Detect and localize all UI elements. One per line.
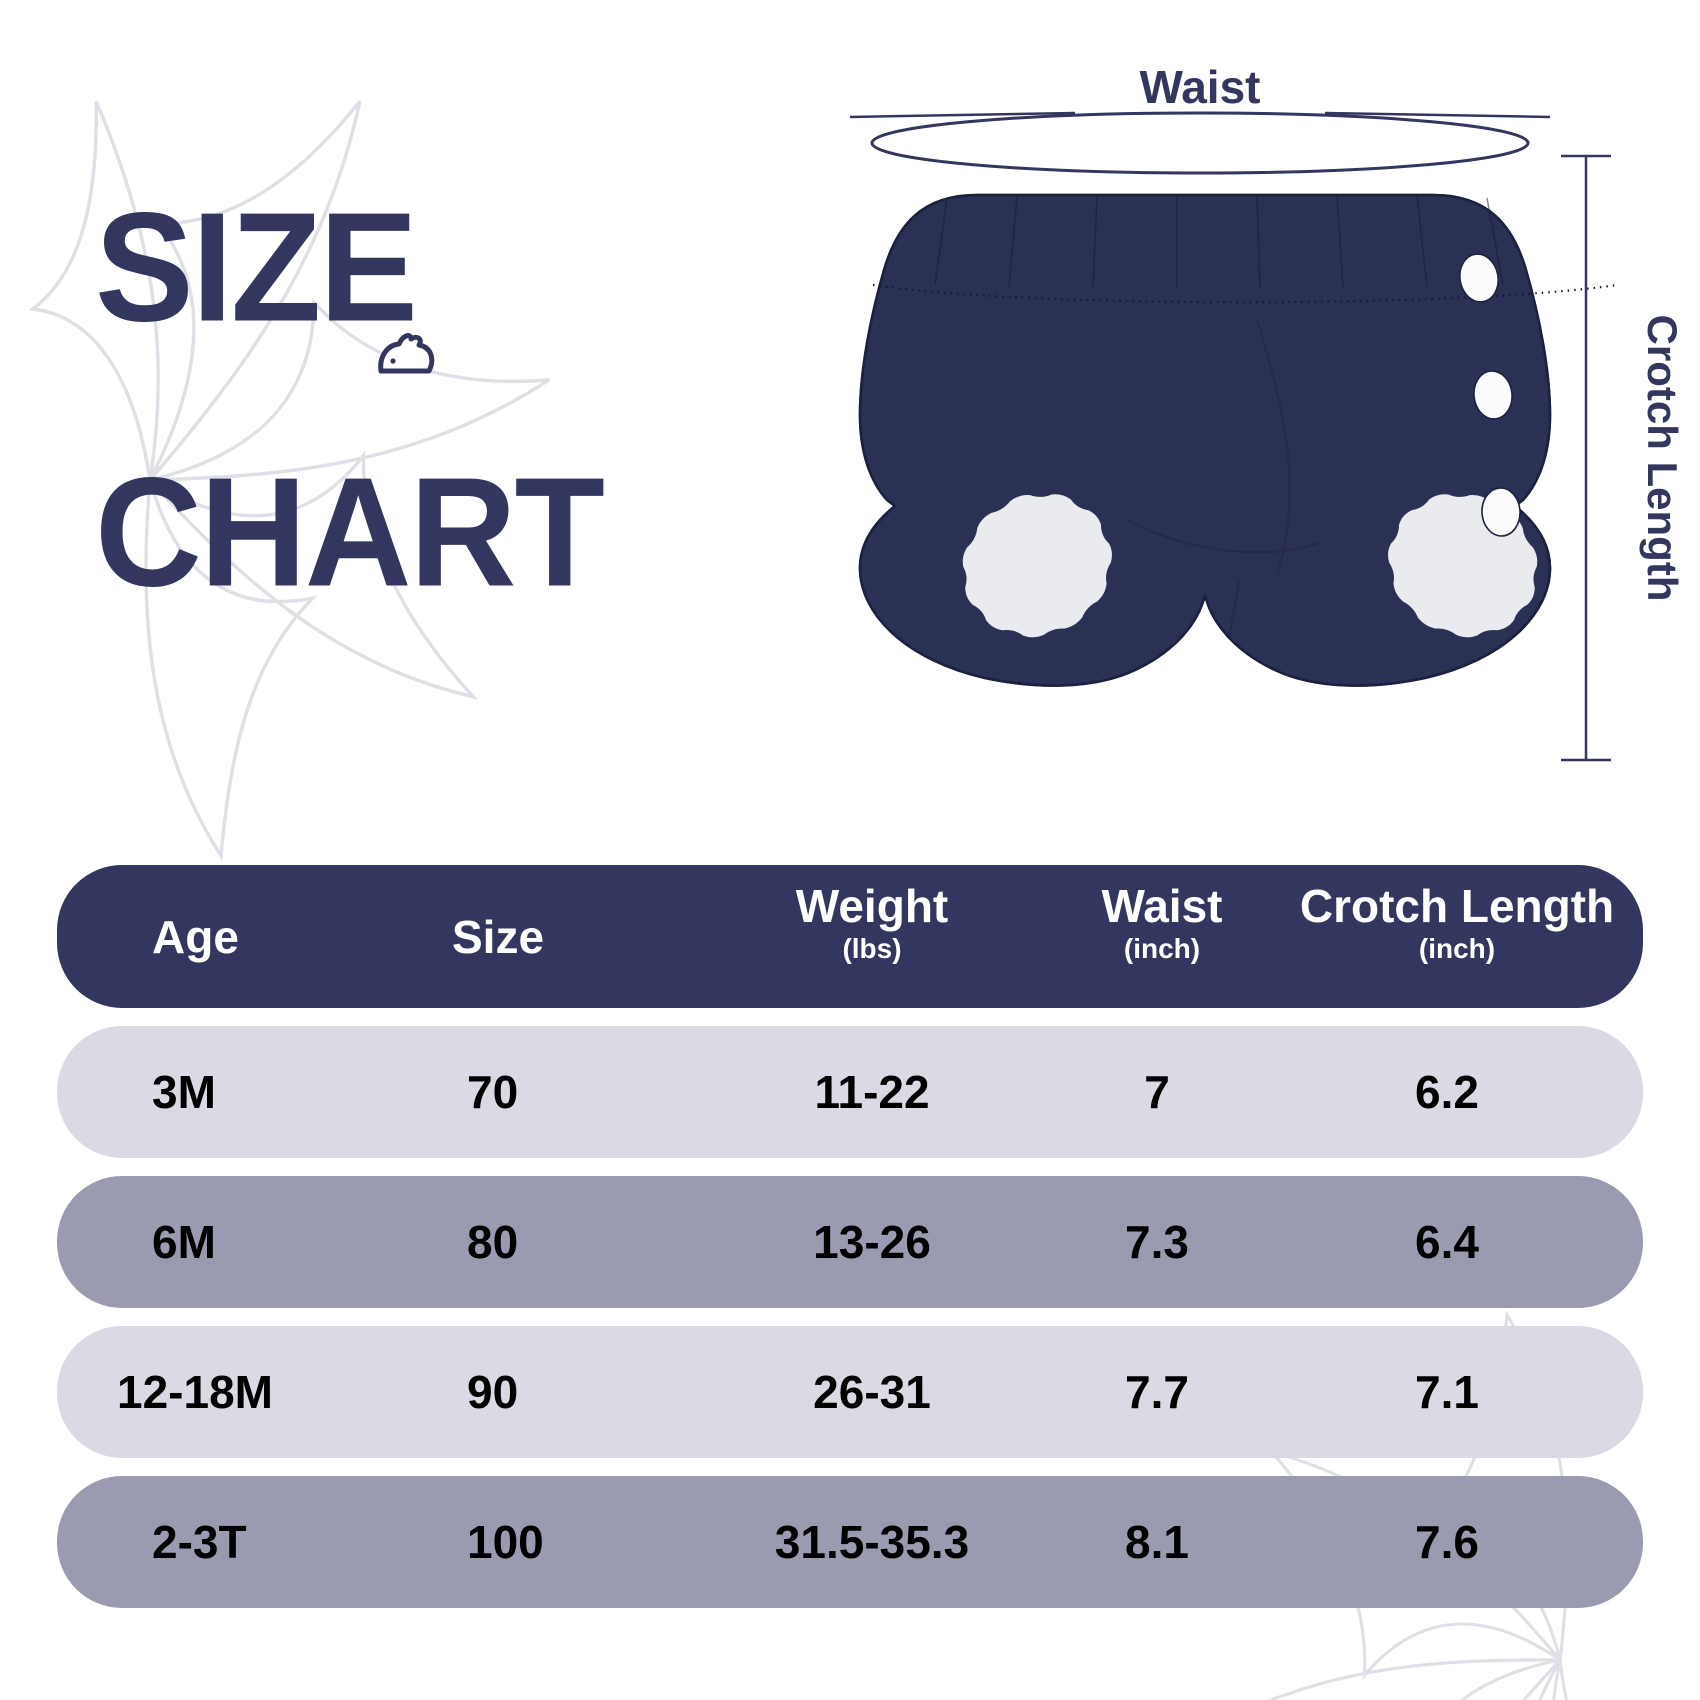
svg-text:Crotch Length: Crotch Length (1639, 315, 1686, 602)
svg-text:Waist: Waist (1140, 65, 1261, 113)
